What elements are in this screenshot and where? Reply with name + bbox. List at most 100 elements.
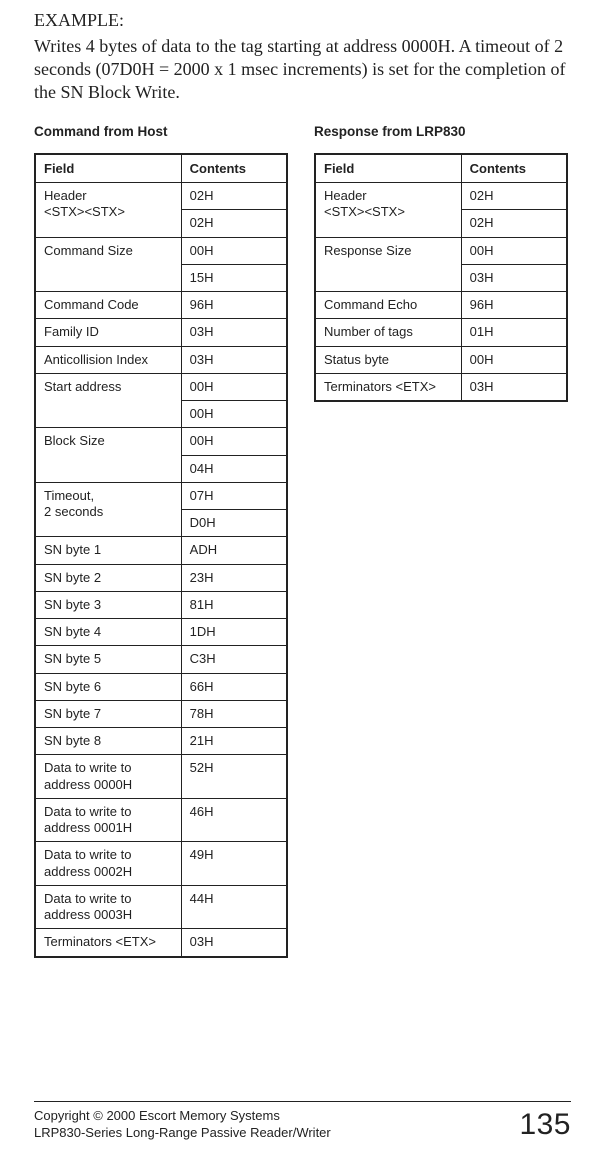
cell-contents: 81H <box>181 591 287 618</box>
table-row: SN byte 3 81H <box>35 591 287 618</box>
cell-contents: 21H <box>181 728 287 755</box>
cell-field: SN byte 1 <box>35 537 181 564</box>
table-header-row: Field Contents <box>35 154 287 183</box>
table-row: SN byte 8 21H <box>35 728 287 755</box>
cell-contents: 00H <box>181 401 287 428</box>
table-row: SN byte 6 66H <box>35 673 287 700</box>
table-row: Command Code 96H <box>35 292 287 319</box>
columns: Command from Host Field Contents Header<… <box>34 124 571 958</box>
cell-contents: 03H <box>181 346 287 373</box>
table-row: Data to write toaddress 0001H 46H <box>35 798 287 842</box>
cell-contents: 03H <box>181 929 287 957</box>
header-contents: Contents <box>461 154 567 183</box>
cell-contents: 00H <box>461 346 567 373</box>
cell-field: Start address <box>35 373 181 428</box>
cell-contents: C3H <box>181 646 287 673</box>
table-row: SN byte 2 23H <box>35 564 287 591</box>
cell-contents: 02H <box>461 183 567 210</box>
table-row: Data to write toaddress 0003H 44H <box>35 885 287 929</box>
cell-field: Header<STX><STX> <box>35 183 181 238</box>
right-table-title: Response from LRP830 <box>314 124 568 139</box>
footer-rule <box>34 1101 571 1102</box>
cell-field: Data to write toaddress 0003H <box>35 885 181 929</box>
table-row: Header<STX><STX> 02H <box>35 183 287 210</box>
cell-field: SN byte 2 <box>35 564 181 591</box>
cell-contents: D0H <box>181 510 287 537</box>
cell-field: Command Size <box>35 237 181 292</box>
table-row: Header<STX><STX> 02H <box>315 183 567 210</box>
cell-contents: 00H <box>181 237 287 264</box>
cell-contents: 1DH <box>181 619 287 646</box>
cell-field: Status byte <box>315 346 461 373</box>
cell-contents: 02H <box>181 210 287 237</box>
footer-row: Copyright © 2000 Escort Memory Systems L… <box>34 1108 571 1142</box>
cell-field: Data to write toaddress 0000H <box>35 755 181 799</box>
cell-contents: 04H <box>181 455 287 482</box>
cell-field: Terminators <ETX> <box>35 929 181 957</box>
table-row: Number of tags 01H <box>315 319 567 346</box>
response-table: Field Contents Header<STX><STX> 02H 02H … <box>314 153 568 402</box>
cell-contents: 52H <box>181 755 287 799</box>
cell-contents: 01H <box>461 319 567 346</box>
cell-contents: 78H <box>181 700 287 727</box>
cell-contents: 96H <box>461 292 567 319</box>
footer-line-2: LRP830-Series Long-Range Passive Reader/… <box>34 1125 331 1142</box>
table-row: Command Size 00H <box>35 237 287 264</box>
table-row: Data to write toaddress 0002H 49H <box>35 842 287 886</box>
header-field: Field <box>315 154 461 183</box>
cell-contents: 49H <box>181 842 287 886</box>
table-row: Command Echo 96H <box>315 292 567 319</box>
table-header-row: Field Contents <box>315 154 567 183</box>
cell-contents: 00H <box>181 373 287 400</box>
cell-field: SN byte 5 <box>35 646 181 673</box>
cell-field: SN byte 4 <box>35 619 181 646</box>
cell-contents: 96H <box>181 292 287 319</box>
table-row: Data to write toaddress 0000H 52H <box>35 755 287 799</box>
footer: Copyright © 2000 Escort Memory Systems L… <box>34 1101 571 1142</box>
cell-contents: 03H <box>181 319 287 346</box>
cell-field: Command Echo <box>315 292 461 319</box>
table-row: Terminators <ETX> 03H <box>315 373 567 401</box>
table-row: SN byte 4 1DH <box>35 619 287 646</box>
cell-field: Number of tags <box>315 319 461 346</box>
cell-field: Timeout,2 seconds <box>35 482 181 537</box>
page: EXAMPLE: Writes 4 bytes of data to the t… <box>0 0 601 1162</box>
table-row: Status byte 00H <box>315 346 567 373</box>
cell-field: SN byte 8 <box>35 728 181 755</box>
cell-field: Command Code <box>35 292 181 319</box>
command-table: Field Contents Header<STX><STX> 02H 02H … <box>34 153 288 958</box>
cell-field: Data to write toaddress 0002H <box>35 842 181 886</box>
cell-field: Data to write toaddress 0001H <box>35 798 181 842</box>
cell-field: SN byte 6 <box>35 673 181 700</box>
left-column: Command from Host Field Contents Header<… <box>34 124 288 958</box>
cell-contents: 15H <box>181 264 287 291</box>
cell-contents: 00H <box>181 428 287 455</box>
cell-contents: 03H <box>461 264 567 291</box>
table-row: Timeout,2 seconds 07H <box>35 482 287 509</box>
cell-field: Header<STX><STX> <box>315 183 461 238</box>
cell-field: SN byte 7 <box>35 700 181 727</box>
page-number: 135 <box>519 1108 571 1142</box>
cell-field: SN byte 3 <box>35 591 181 618</box>
cell-contents: 02H <box>181 183 287 210</box>
example-label: EXAMPLE: <box>34 10 571 31</box>
cell-contents: 23H <box>181 564 287 591</box>
header-contents: Contents <box>181 154 287 183</box>
table-row: SN byte 5 C3H <box>35 646 287 673</box>
cell-field: Family ID <box>35 319 181 346</box>
cell-contents: ADH <box>181 537 287 564</box>
cell-contents: 02H <box>461 210 567 237</box>
header-field: Field <box>35 154 181 183</box>
footer-line-1: Copyright © 2000 Escort Memory Systems <box>34 1108 331 1125</box>
table-row: SN byte 1 ADH <box>35 537 287 564</box>
cell-contents: 66H <box>181 673 287 700</box>
cell-field: Terminators <ETX> <box>315 373 461 401</box>
table-row: Terminators <ETX> 03H <box>35 929 287 957</box>
cell-field: Block Size <box>35 428 181 483</box>
cell-contents: 03H <box>461 373 567 401</box>
table-row: Start address 00H <box>35 373 287 400</box>
cell-contents: 44H <box>181 885 287 929</box>
table-row: Block Size 00H <box>35 428 287 455</box>
right-column: Response from LRP830 Field Contents Head… <box>314 124 568 402</box>
table-row: Response Size 00H <box>315 237 567 264</box>
